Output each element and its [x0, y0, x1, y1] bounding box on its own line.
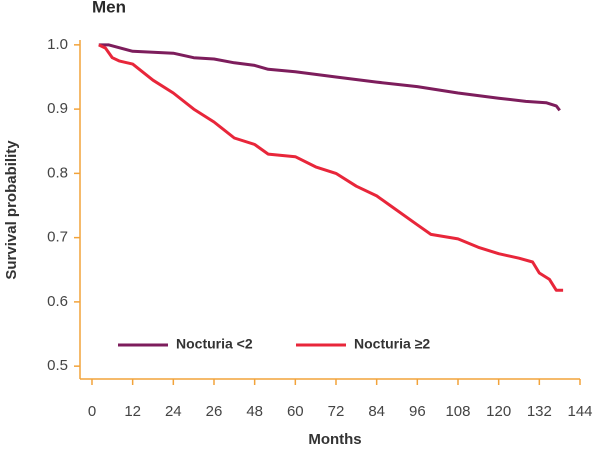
y-tick-label: 0.7 — [47, 229, 68, 246]
legend-label: Nocturia <2 — [176, 336, 253, 352]
x-axis-label: Months — [308, 431, 361, 448]
x-tick-label: 12 — [124, 403, 141, 420]
x-tick-label: 60 — [287, 403, 304, 420]
series-line — [98, 43, 564, 292]
x-tick-label: 144 — [567, 403, 592, 420]
x-tick-label: 0 — [88, 403, 96, 420]
chart-title: Men — [92, 0, 126, 16]
x-tick-label: 108 — [445, 403, 470, 420]
y-tick-label: 0.8 — [47, 164, 68, 181]
x-tick-label: 84 — [368, 403, 385, 420]
x-tick-label: 26 — [206, 403, 223, 420]
x-tick-label: 48 — [246, 403, 263, 420]
y-tick-label: 0.9 — [47, 100, 68, 117]
y-tick-label: 1.0 — [47, 36, 68, 53]
x-tick-label: 96 — [409, 403, 426, 420]
x-tick-label: 132 — [527, 403, 552, 420]
x-tick-label: 24 — [165, 403, 182, 420]
series-line — [98, 43, 561, 112]
x-tick-label: 120 — [486, 403, 511, 420]
x-tick-label: 72 — [328, 403, 345, 420]
y-axis-label: Survival probability — [3, 140, 20, 280]
legend-label: Nocturia ≥2 — [354, 336, 430, 352]
y-tick-label: 0.6 — [47, 293, 68, 310]
y-tick-label: 0.5 — [47, 357, 68, 374]
